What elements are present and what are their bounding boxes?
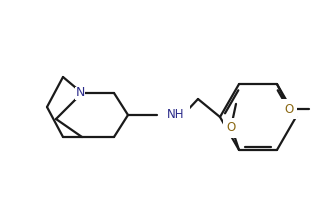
Text: O: O <box>226 121 236 134</box>
Text: N: N <box>75 87 85 100</box>
Text: NH: NH <box>167 109 185 122</box>
Text: O: O <box>284 103 293 116</box>
